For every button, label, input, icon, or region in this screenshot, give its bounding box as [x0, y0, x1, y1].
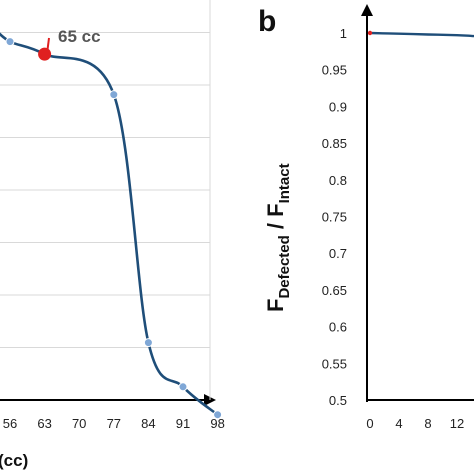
b-y-tick-label: 0.7 — [329, 246, 347, 261]
a-x-tick-label: 98 — [210, 416, 224, 431]
b-x-tick-label: 0 — [366, 416, 373, 431]
a-gridlines — [0, 32, 210, 348]
b-y-tick-labels: 1 0.95 0.9 0.85 0.8 0.75 0.7 0.65 0.6 0.55 0.5 — [322, 26, 347, 408]
b-y-tick-label: 1 — [340, 26, 347, 41]
b-y-axis-title: FDefected / FIntact — [263, 163, 293, 312]
a-x-tick-labels: 56 63 70 77 84 91 98 — [3, 416, 225, 431]
b-y-tick-label: 0.9 — [329, 99, 347, 114]
a-highlight-label: 65 cc — [58, 27, 101, 46]
a-x-tick-label: 91 — [176, 416, 190, 431]
a-x-tick-label: 77 — [107, 416, 121, 431]
b-y-tick-label: 0.6 — [329, 320, 347, 335]
b-y-tick-label: 0.85 — [322, 136, 347, 151]
a-data-point — [178, 382, 188, 392]
a-data-points — [5, 37, 223, 420]
a-data-point — [143, 338, 153, 348]
b-y-tick-label: 0.55 — [322, 356, 347, 371]
b-x-tick-label: 4 — [395, 416, 402, 431]
b-y-tick-label: 0.95 — [322, 63, 347, 78]
a-data-point — [109, 90, 119, 100]
chart-panel-a: 56 63 70 77 84 91 98 (cc) 65 cc — [0, 0, 225, 470]
b-x-tick-label: 8 — [424, 416, 431, 431]
b-y-tick-label: 0.8 — [329, 173, 347, 188]
a-data-point — [213, 410, 223, 420]
b-y-tick-label: 0.5 — [329, 393, 347, 408]
b-y-tick-label: 0.75 — [322, 210, 347, 225]
chart-panel-b: b FDefected / FIntact 1 0.95 0.9 0.85 0.8 0.7… — [258, 4, 474, 431]
a-data-point — [5, 37, 15, 47]
a-series-line — [0, 32, 219, 416]
a-x-axis-title: (cc) — [0, 451, 28, 470]
a-x-tick-label: 84 — [141, 416, 155, 431]
b-start-marker — [367, 30, 373, 36]
a-highlight-callout-line — [46, 37, 50, 50]
a-x-tick-label: 70 — [72, 416, 86, 431]
b-y-tick-label: 0.65 — [322, 283, 347, 298]
a-x-tick-label: 63 — [37, 416, 51, 431]
a-highlight-point — [38, 47, 52, 61]
b-x-tick-label: 12 — [450, 416, 464, 431]
panel-b-letter: b — [258, 5, 276, 38]
a-x-tick-label: 56 — [3, 416, 17, 431]
b-y-axis-arrowhead — [361, 4, 373, 16]
b-x-tick-labels: 0 4 8 12 — [366, 416, 464, 431]
b-series-line — [369, 31, 474, 38]
